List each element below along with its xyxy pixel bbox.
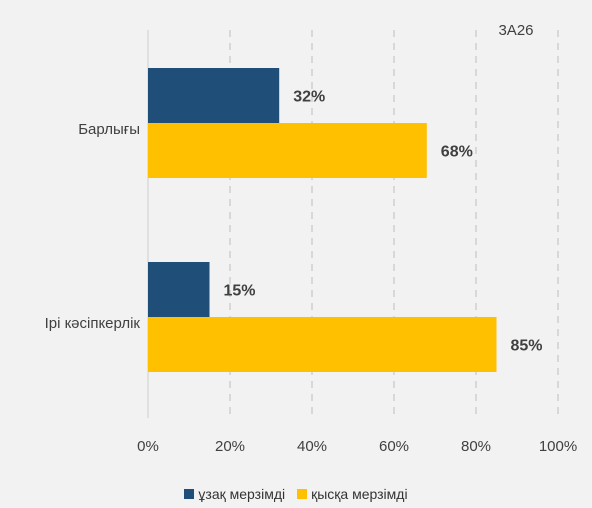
labels: 0% 20% 40% 60% 80% 100% Барлығы 32% 68% Ірі кәсіп…: [45, 22, 578, 455]
legend: ұзақ мерзімді қысқа мерзімді: [0, 486, 592, 502]
legend-swatch-long-term: [184, 489, 195, 499]
bars: [148, 68, 497, 372]
data-label: 68%: [441, 144, 473, 161]
category-label: Барлығы: [78, 121, 140, 138]
legend-item-short-term: қысқа мерзімді: [297, 486, 408, 502]
annotation-label: 3A26: [498, 22, 533, 39]
legend-swatch-short-term: [297, 489, 308, 499]
bar: [148, 262, 210, 317]
legend-label-short-term: қысқа мерзімді: [311, 486, 408, 502]
chart: 0% 20% 40% 60% 80% 100% Барлығы 32% 68% Ірі кәсіп…: [45, 22, 578, 455]
tick-label: 80%: [461, 438, 491, 455]
tick-label: 100%: [539, 438, 577, 455]
bar: [148, 68, 280, 123]
data-label: 85%: [511, 338, 543, 355]
data-label: 32%: [293, 89, 325, 106]
tick-label: 0%: [137, 438, 159, 455]
tick-label: 40%: [297, 438, 327, 455]
tick-label: 60%: [379, 438, 409, 455]
legend-item-long-term: ұзақ мерзімді: [184, 486, 285, 502]
data-label: 15%: [224, 283, 256, 300]
legend-label-long-term: ұзақ мерзімді: [198, 486, 286, 502]
bar: [148, 317, 497, 372]
bar: [148, 123, 427, 178]
category-label: Ірі кәсіпкерлік: [45, 315, 141, 332]
tick-label: 20%: [215, 438, 245, 455]
